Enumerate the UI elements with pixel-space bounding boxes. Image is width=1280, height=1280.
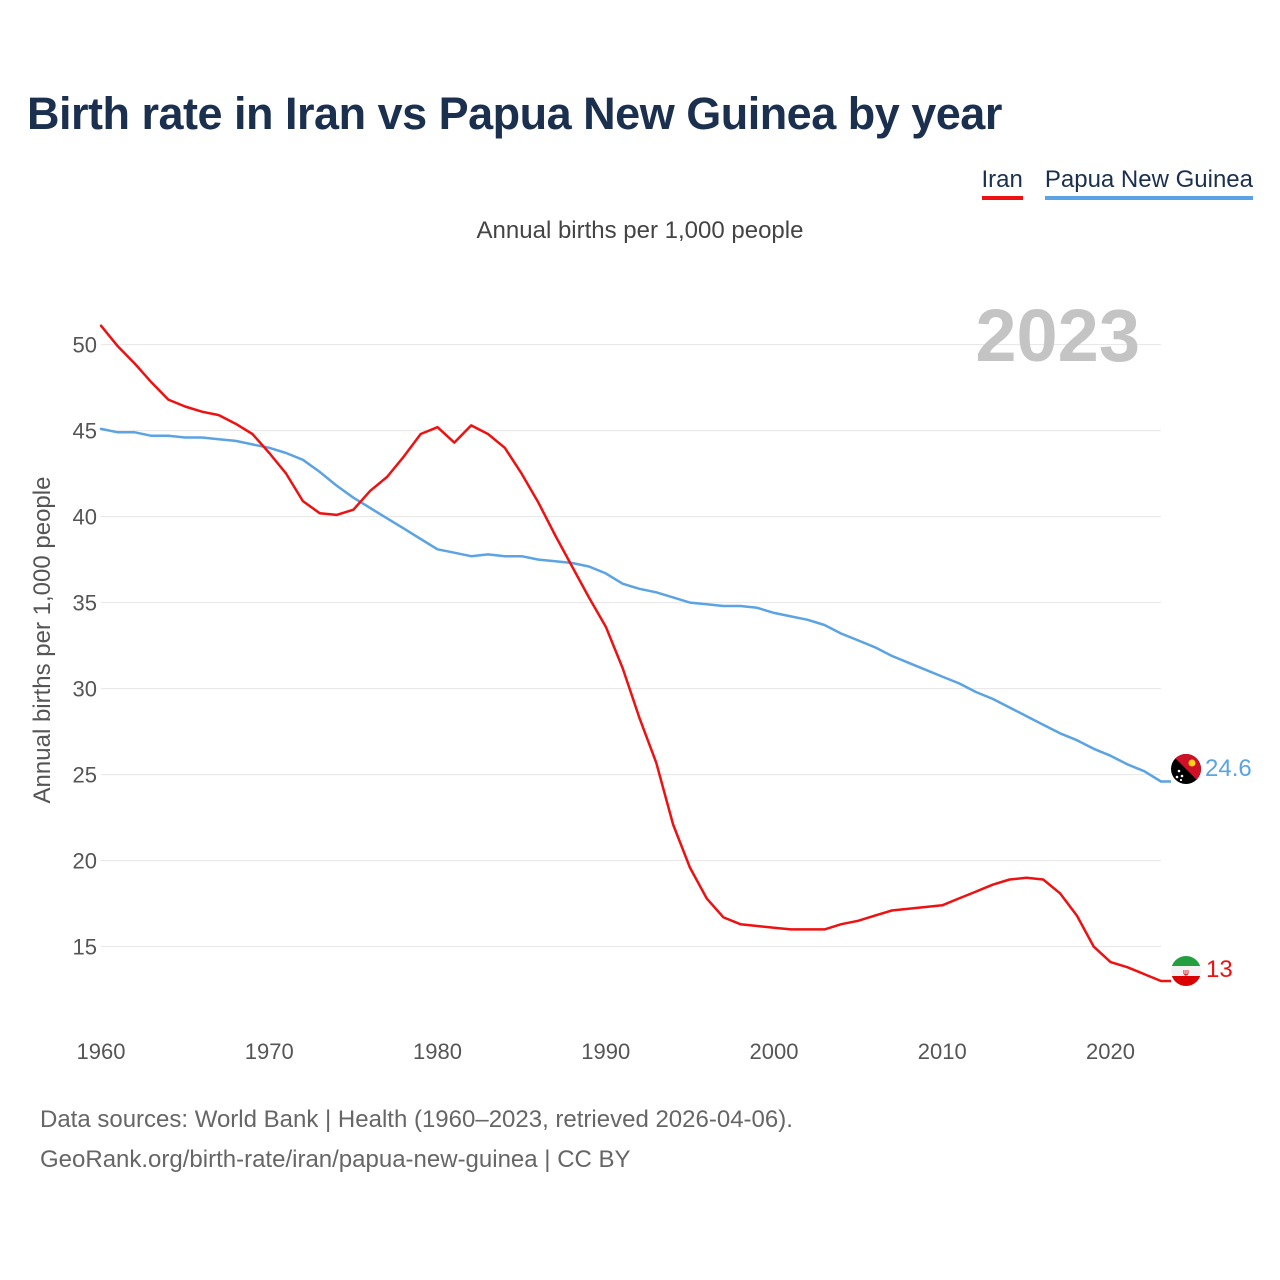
series-line-papua-new-guinea <box>99 427 1163 783</box>
end-label-iran: 13 <box>1206 956 1233 983</box>
x-tick-label: 1970 <box>245 1039 294 1064</box>
y-tick-label: 35 <box>73 591 97 616</box>
x-tick-label: 2000 <box>750 1039 799 1064</box>
x-tick-label: 1990 <box>581 1039 630 1064</box>
y-tick-label: 20 <box>73 849 97 874</box>
y-tick-label: 40 <box>73 505 97 530</box>
y-tick-label: 45 <box>73 419 97 444</box>
x-tick-label: 2010 <box>918 1039 967 1064</box>
chart-title: Birth rate in Iran vs Papua New Guinea b… <box>27 88 1002 139</box>
papua-new-guinea-flag-icon <box>1171 754 1201 784</box>
year-watermark: 2023 <box>975 294 1140 377</box>
x-tick-label: 1980 <box>413 1039 462 1064</box>
svg-text:ψ: ψ <box>1183 968 1189 978</box>
y-axis-label: Annual births per 1,000 people <box>29 477 56 804</box>
y-tick-label: 15 <box>73 935 97 960</box>
chart-subtitle: Annual births per 1,000 people <box>476 217 804 244</box>
gridlines <box>101 344 1161 948</box>
series <box>99 324 1171 983</box>
end-label-papua-new-guinea: 24.6 <box>1205 755 1252 782</box>
footer-link[interactable]: GeoRank.org/birth-rate/iran/papua-new-gu… <box>40 1146 631 1173</box>
axes: 15 20 25 30 35 40 45 50 1960 1970 1980 1990 2000 2010… <box>73 333 1135 1064</box>
x-tick-label: 1960 <box>77 1039 126 1064</box>
series-line-iran <box>99 324 1163 983</box>
y-tick-label: 25 <box>73 763 97 788</box>
legend-item-iran[interactable]: Iran <box>981 166 1023 200</box>
y-tick-label: 30 <box>73 677 97 702</box>
y-tick-label: 50 <box>73 333 97 358</box>
legend-item-papua-new-guinea[interactable]: Papua New Guinea <box>1044 166 1253 200</box>
footer-source: Data sources: World Bank | Health (1960–… <box>40 1106 793 1133</box>
iran-flag-icon: ψ <box>1171 956 1201 986</box>
legend: Iran Papua New Guinea <box>981 166 1253 200</box>
x-tick-label: 2020 <box>1086 1039 1135 1064</box>
line-chart: 15 20 25 30 35 40 45 50 1960 1970 1980 1990 2000 2010… <box>29 294 1252 1064</box>
